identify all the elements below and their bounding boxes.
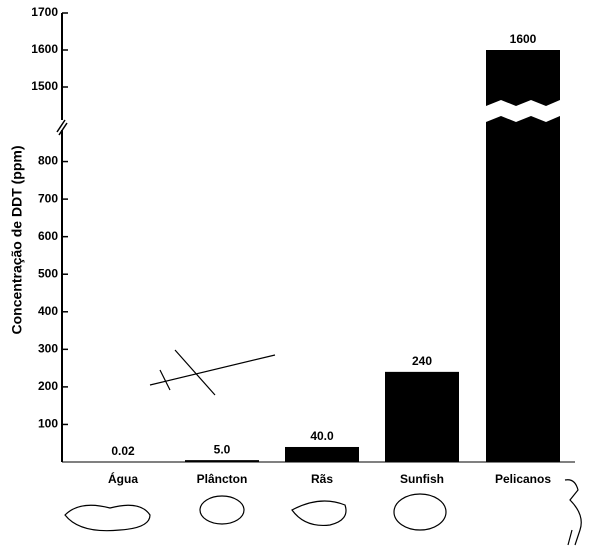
water-puddle [65, 505, 150, 530]
y-tick-label: 100 [38, 417, 58, 431]
value-label: 5.0 [214, 442, 231, 456]
y-tick-label: 200 [38, 379, 58, 393]
y-tick-label: 1700 [31, 5, 58, 19]
x-tick-label: Pelicanos [495, 472, 551, 486]
value-label: 240 [412, 354, 432, 368]
chart: Concentração de DDT (ppm) 100 200 300 400 50… [0, 0, 595, 547]
y-tick-label: 300 [38, 342, 58, 356]
y-tick-label: 400 [38, 304, 58, 318]
value-label: 1600 [510, 32, 537, 46]
y-tick-label: 1600 [31, 42, 58, 56]
bar [285, 447, 359, 462]
fish-icon [394, 494, 446, 530]
value-label: 0.02 [111, 444, 135, 458]
value-label: 40.0 [310, 429, 334, 443]
plankton-icon [200, 496, 244, 524]
frog-icon [292, 501, 346, 525]
x-tick-label: Rãs [311, 472, 333, 486]
bar [185, 460, 259, 462]
bar [385, 372, 459, 462]
x-tick-label: Água [108, 471, 138, 486]
plane-icon [150, 350, 275, 395]
y-tick-label: 600 [38, 229, 58, 243]
y-tick-label: 700 [38, 191, 58, 205]
y-tick-label: 800 [38, 154, 58, 168]
y-tick-label: 500 [38, 266, 58, 280]
x-tick-label: Plâncton [197, 472, 248, 486]
y-tick-label: 1500 [31, 79, 58, 93]
pelican-icon [565, 480, 581, 545]
x-tick-label: Sunfish [400, 472, 444, 486]
y-axis-label: Concentração de DDT (ppm) [9, 145, 25, 334]
